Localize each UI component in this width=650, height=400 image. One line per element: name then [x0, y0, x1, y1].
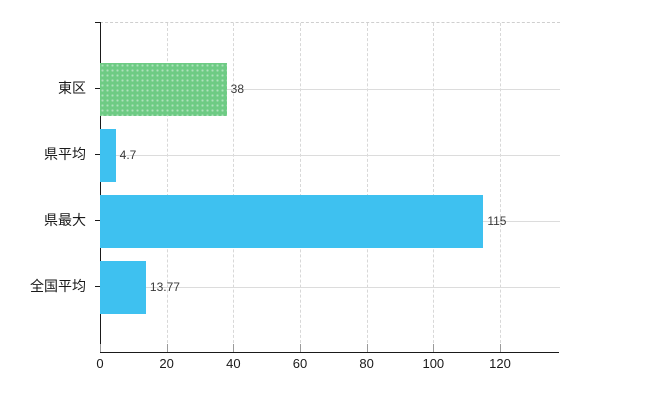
- x-axis-line: [100, 352, 559, 353]
- bar-3: [100, 194, 484, 248]
- vertical-gridline: [166, 23, 168, 353]
- x-axis-tick: [300, 344, 301, 352]
- horizontal-gridline: [100, 155, 560, 156]
- y-axis-tick: [95, 154, 100, 155]
- horizontal-gridline: [100, 89, 560, 90]
- x-axis-tick: [433, 344, 435, 352]
- y-axis-line: [100, 22, 101, 353]
- x-axis-tick-label: 20: [159, 356, 174, 371]
- vertical-gridline: [433, 23, 435, 353]
- y-axis-tick: [95, 220, 100, 221]
- x-axis-tick: [500, 344, 501, 352]
- bar-value-label: 38: [230, 82, 245, 96]
- y-axis-tick: [95, 286, 100, 287]
- x-axis-tick-label: 100: [422, 356, 445, 371]
- vertical-gridline: [500, 23, 501, 353]
- category-label: 県平均: [44, 146, 86, 162]
- x-axis-tick-label: 0: [96, 356, 104, 371]
- x-axis-tick-label: 80: [359, 356, 374, 371]
- x-axis-tick-label: 120: [489, 356, 511, 371]
- x-axis-tick: [233, 344, 235, 352]
- vertical-gridline: [233, 23, 235, 353]
- x-axis-tick: [366, 344, 368, 352]
- vertical-gridline: [366, 23, 368, 353]
- y-axis-tick: [95, 88, 100, 89]
- bar-value-label: 13.77: [149, 280, 180, 294]
- x-axis-tick: [100, 344, 101, 352]
- bar-1: [100, 62, 227, 116]
- y-axis-tick: [95, 22, 100, 23]
- x-axis-tick: [166, 344, 168, 352]
- bar-value-label: 115: [487, 214, 507, 228]
- category-label: 全国平均: [30, 278, 86, 294]
- category-label: 東区: [58, 80, 86, 96]
- plot-area: 38 4.7 115 13.77: [100, 22, 560, 353]
- x-axis-tick-label: 60: [292, 356, 308, 371]
- bar-2: [100, 128, 116, 182]
- horizontal-gridline: [100, 287, 560, 288]
- category-label: 県最大: [44, 212, 86, 228]
- x-axis-tick-label: 40: [226, 356, 241, 371]
- bar-4: [100, 260, 146, 314]
- vertical-gridline: [300, 23, 301, 353]
- bar-value-label: 4.7: [119, 148, 137, 162]
